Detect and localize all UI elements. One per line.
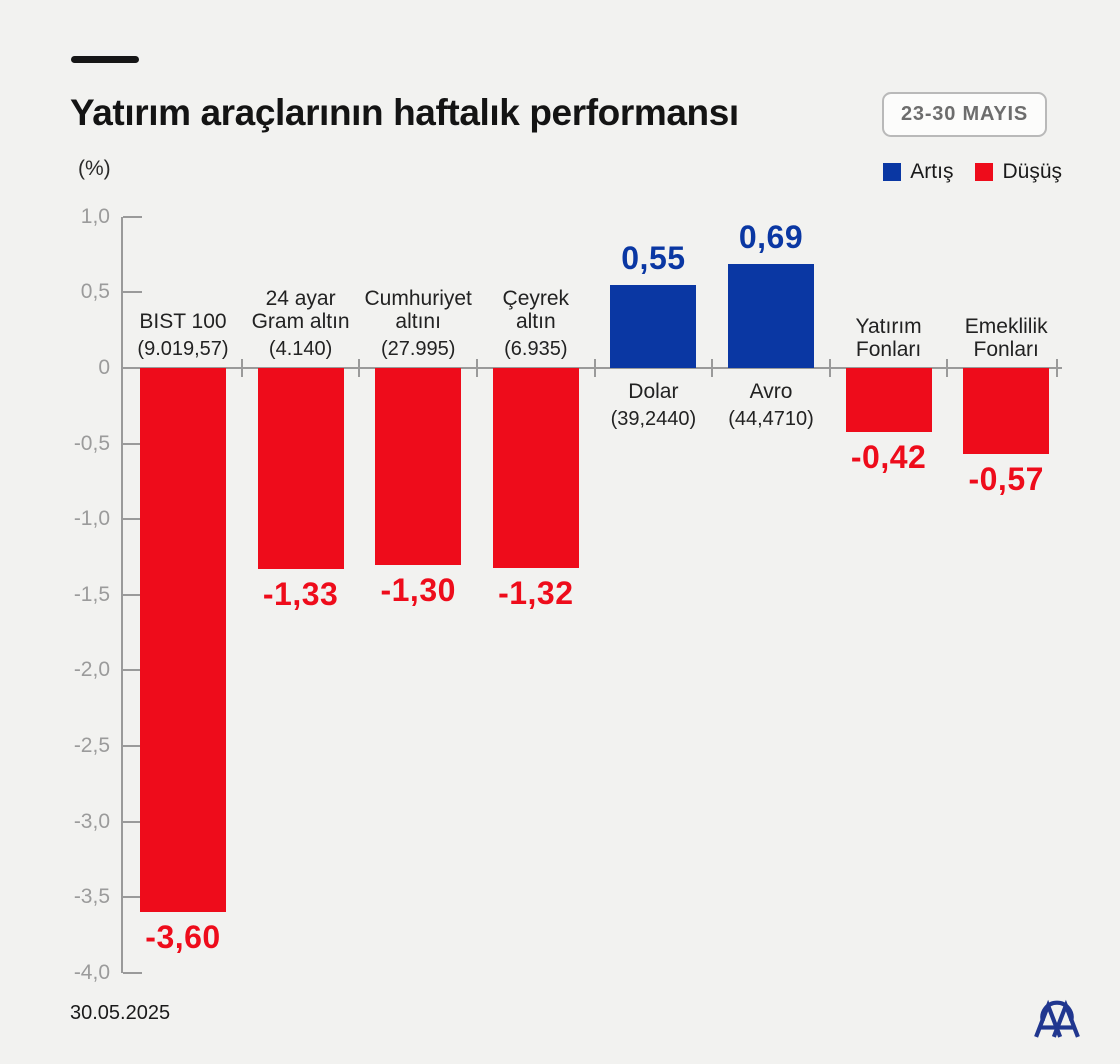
bar-category-label: Cumhuriyet altını (27.995) (333, 287, 503, 361)
bar-value-label: 0,69 (738, 218, 804, 255)
bar-down (140, 368, 226, 913)
bar-down (492, 368, 579, 568)
bar-category-label: 24 ayar Gram altın (4.140) (216, 287, 386, 361)
legend-artis-label: Artış (910, 160, 954, 183)
bar-category-label: Dolar (39,2440) (568, 380, 738, 431)
aa-logo (1034, 994, 1080, 1043)
y-axis-tick-label: -2,5 (73, 734, 110, 757)
y-axis-tick (123, 745, 142, 747)
bar-down (845, 368, 932, 432)
y-axis-tick (123, 291, 142, 294)
zero-line-tick (946, 359, 949, 377)
bar-name-line: Cumhuriyet (364, 287, 472, 310)
bar-detail-value: (9.019,57) (137, 338, 229, 360)
bar-detail-value: (39,2440) (610, 408, 697, 430)
bar-up (728, 263, 814, 368)
y-axis-tick-label: 0,5 (80, 280, 110, 304)
legend-dusus-label: Düşüş (1002, 160, 1062, 183)
bar-detail-value: (4.140) (268, 338, 333, 360)
bar-value-label: -1,32 (498, 574, 574, 611)
y-axis-tick (123, 971, 142, 974)
bar-category-label: Avro (44,4710) (686, 380, 856, 431)
bar-detail-value: (6.935) (504, 338, 568, 360)
bar-category-label: Yatırım Fonları (804, 315, 974, 361)
y-axis-tick-label: -4,0 (73, 960, 110, 984)
page-title: Yatırım araçlarının haftalık performansı (70, 92, 739, 133)
zero-line-tick (711, 359, 714, 377)
y-axis-tick-label: -3,5 (73, 885, 110, 909)
y-axis-line (121, 217, 123, 973)
bar-detail-value: (44,4710) (728, 408, 814, 430)
bar-value-label: -1,30 (380, 571, 456, 608)
y-axis-tick-label: -2,0 (73, 658, 110, 682)
bar-value-label: -0,57 (968, 461, 1044, 498)
zero-line-tick (240, 359, 243, 377)
bar-name-line: Fonları (855, 338, 922, 361)
bar-category-label: Çeyrek altın (6.935) (451, 287, 621, 361)
bar-down (257, 368, 344, 570)
y-axis-tick (123, 367, 142, 369)
bar-up (610, 284, 697, 368)
y-axis-tick-label: 1,0 (80, 204, 110, 228)
y-axis-tick (123, 820, 142, 823)
bar-name-line: Emeklilik (964, 315, 1048, 338)
bar-name-line: Yatırım (855, 315, 922, 338)
y-axis-tick (123, 896, 142, 899)
bar-name-line: BIST 100 (139, 310, 227, 333)
date-range-badge: 23-30 MAYIS (882, 92, 1048, 137)
y-axis-tick (123, 518, 142, 521)
y-axis-tick-label: 0 (98, 356, 110, 379)
bar-name-line: Fonları (973, 338, 1039, 361)
bar-name-line: Dolar (628, 380, 679, 403)
bar-down (963, 368, 1050, 455)
y-axis-tick (123, 669, 142, 672)
bar-down (375, 368, 462, 565)
bar-value-label: -1,33 (262, 576, 339, 613)
bar-name-line: altın (515, 310, 556, 333)
zero-baseline (123, 367, 1062, 369)
zero-line-tick (828, 359, 831, 377)
y-axis-tick (123, 442, 142, 445)
footer-date: 30.05.2025 (70, 1002, 171, 1024)
bar-name-line: 24 ayar (265, 287, 336, 310)
legend: Artış Düşüş (883, 160, 1062, 184)
bar-category-label: Emeklilik Fonları (921, 315, 1091, 361)
unit-label: (%) (78, 157, 111, 180)
y-axis-tick-label: -3,0 (73, 809, 110, 833)
zero-line-tick (358, 359, 361, 377)
zero-line-tick (593, 359, 596, 377)
zero-line-tick (1056, 359, 1058, 377)
bar-value-label: -0,42 (850, 438, 927, 475)
title-dash (71, 56, 139, 63)
bar-name-line: altını (395, 310, 441, 333)
bar-name-line: Avro (749, 380, 793, 403)
legend-dusus-swatch (975, 163, 994, 181)
bar-category-label: BIST 100 (9.019,57) (98, 310, 268, 361)
bar-name-line: Gram altın (251, 310, 350, 333)
bar-value-label: -3,60 (145, 919, 221, 956)
bar-value-label: 0,55 (621, 239, 686, 276)
zero-line-tick (476, 359, 478, 377)
y-axis-tick (123, 215, 142, 218)
aa-logo-svg (1034, 999, 1080, 1038)
y-axis-tick-label: -1,0 (73, 507, 110, 531)
bar-name-line: Çeyrek (502, 287, 570, 310)
y-axis-tick-label: -1,5 (73, 582, 110, 606)
y-axis-tick-label: -0,5 (73, 431, 110, 455)
y-axis-tick (123, 593, 142, 596)
bar-detail-value: (27.995) (380, 338, 456, 360)
date-range-label: 23-30 MAYIS (901, 103, 1029, 125)
legend-artis-swatch (883, 163, 902, 181)
